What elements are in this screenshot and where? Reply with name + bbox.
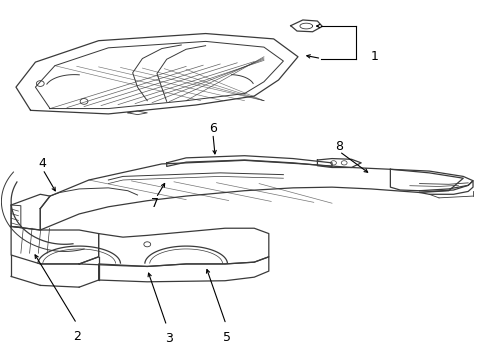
Text: 8: 8 bbox=[335, 140, 343, 153]
Text: 6: 6 bbox=[208, 122, 216, 135]
Text: 4: 4 bbox=[39, 157, 46, 170]
Text: 7: 7 bbox=[150, 197, 158, 210]
Text: 3: 3 bbox=[165, 333, 173, 346]
Text: 5: 5 bbox=[223, 331, 231, 344]
Text: 2: 2 bbox=[73, 330, 81, 343]
Text: 1: 1 bbox=[370, 50, 378, 63]
